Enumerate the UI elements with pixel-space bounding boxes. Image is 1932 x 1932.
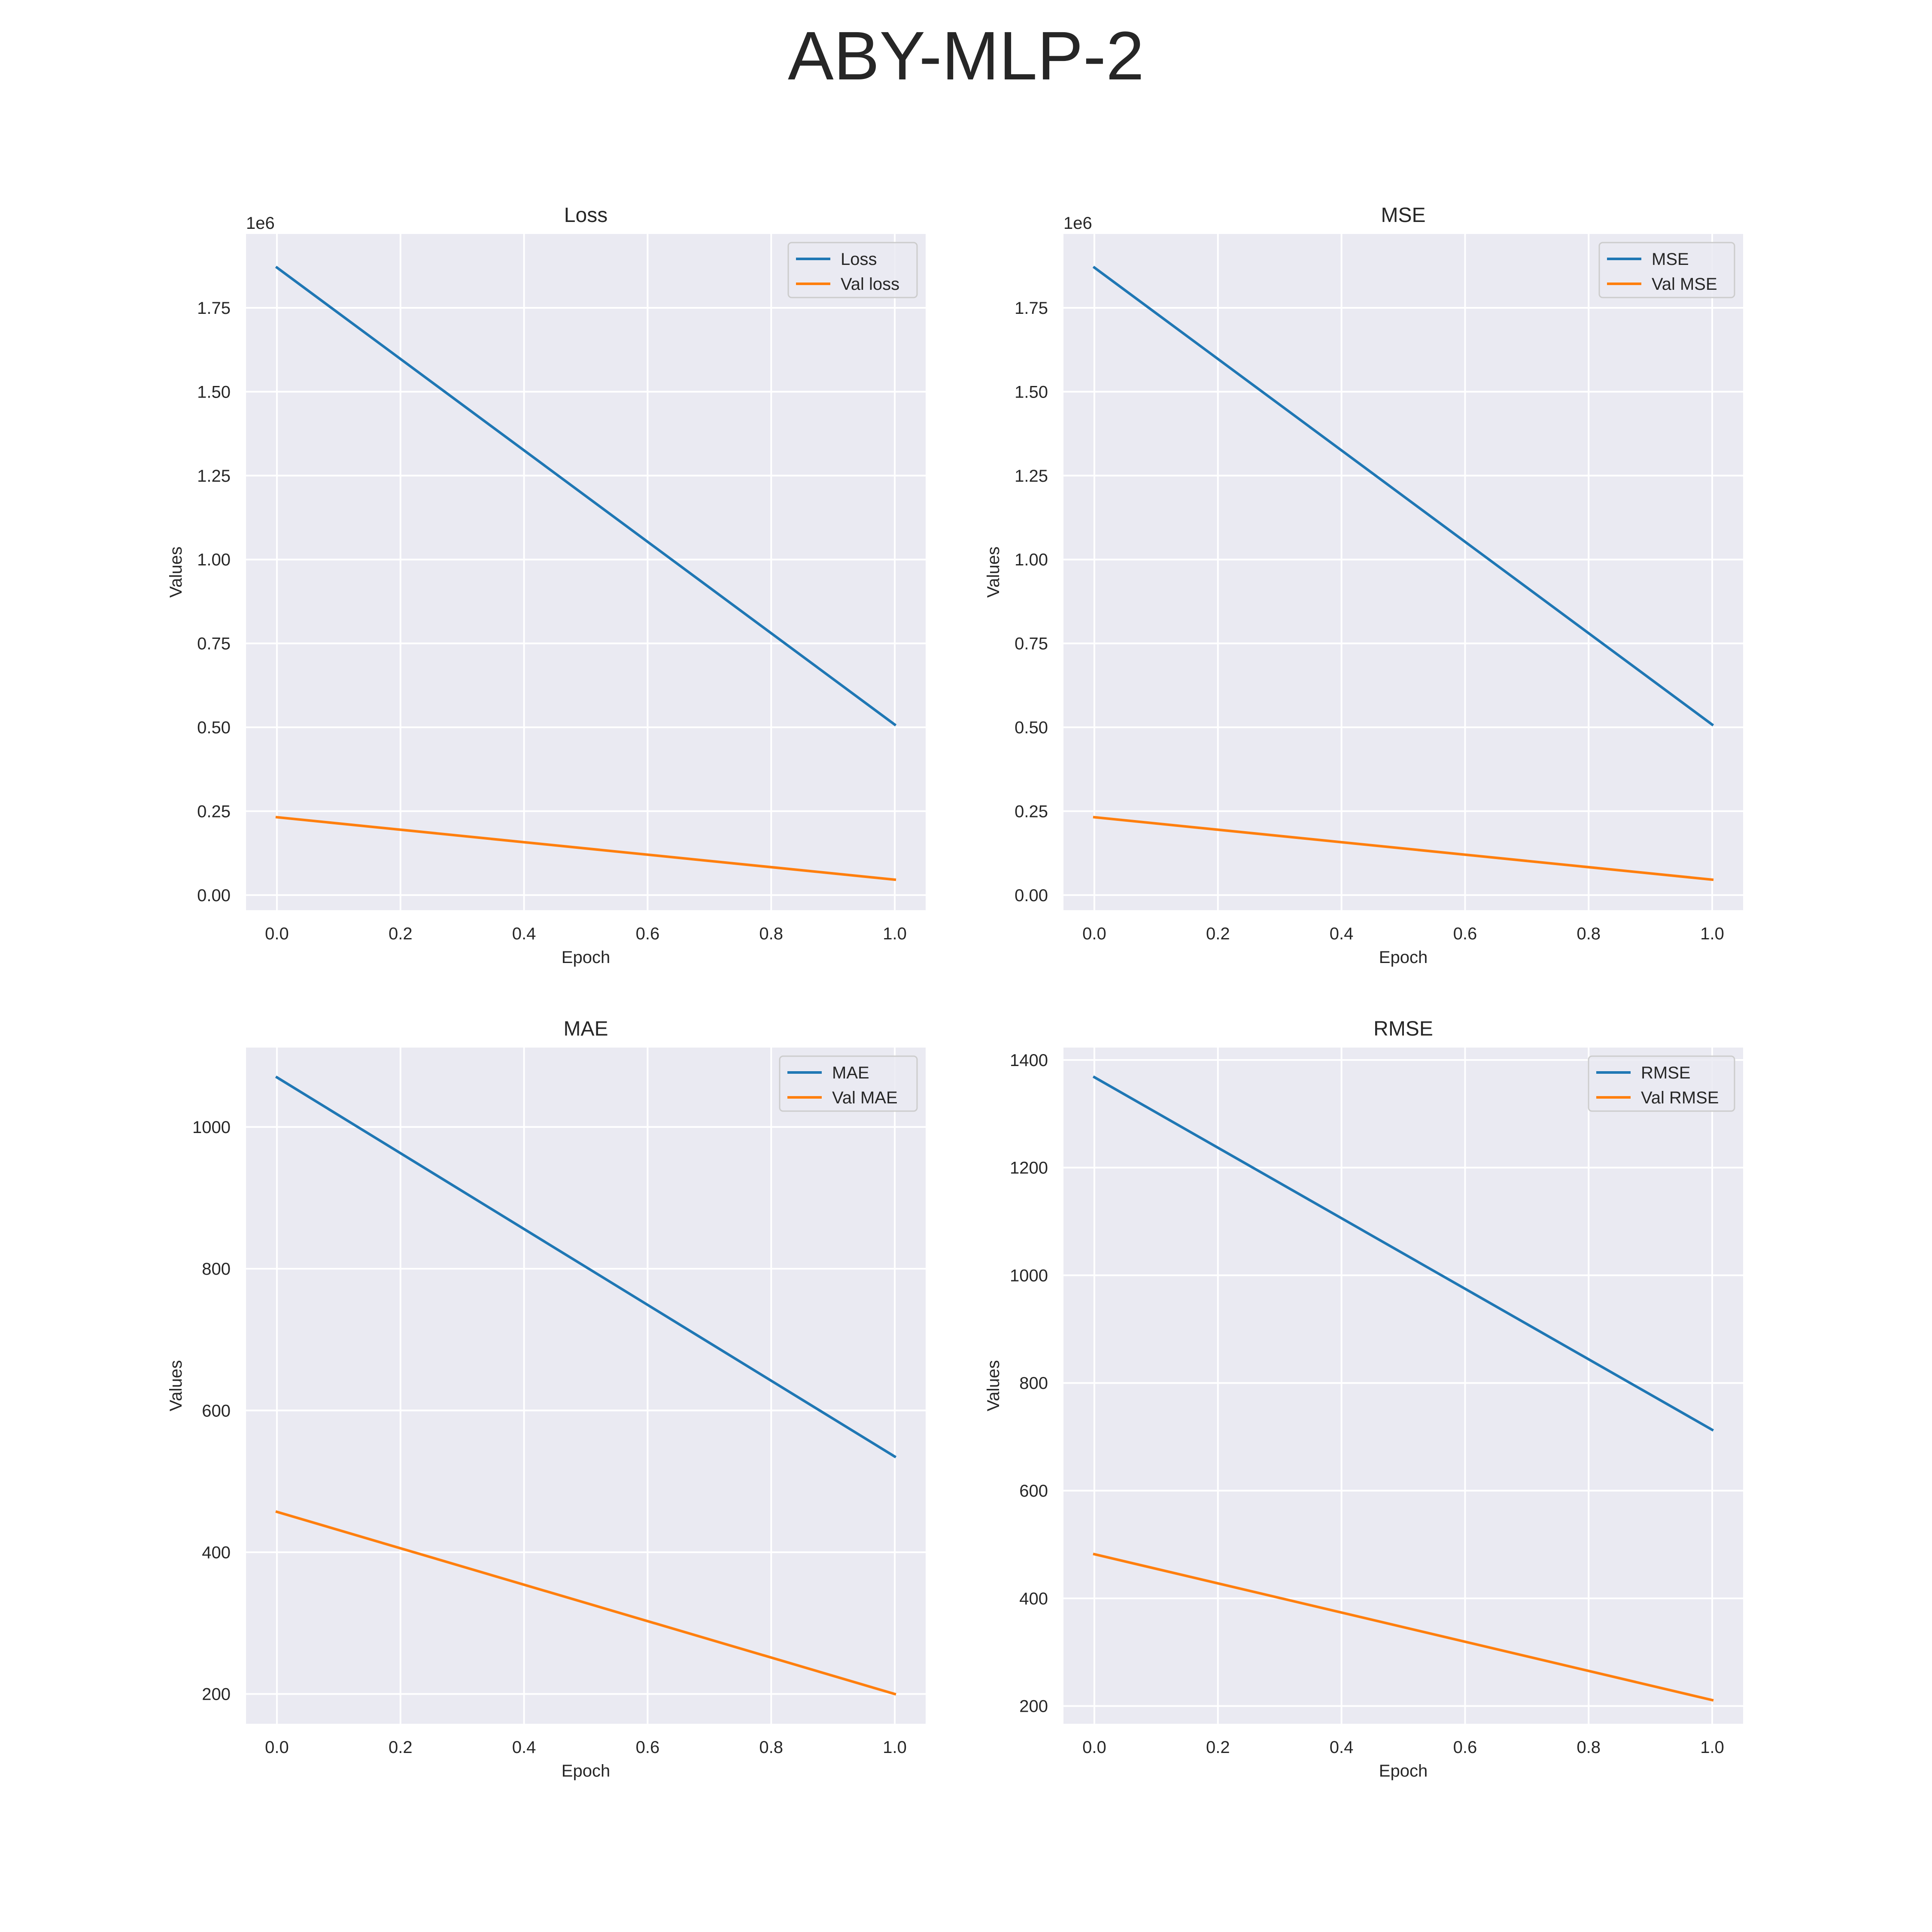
y-tick-label: 0.00 — [197, 886, 231, 905]
x-axis-label: Epoch — [562, 1762, 610, 1780]
y-tick-label: 1.00 — [197, 550, 231, 569]
legend-label: Val RMSE — [1641, 1088, 1719, 1107]
subplot-loss: 0.0 0.2 0.4 0.6 0.8 1.0 0.00 0.25 0.50 0.75 1.00 1.… — [167, 204, 926, 967]
series-line-val-rmse — [1093, 1552, 1714, 1702]
subplot-mse: 0.0 0.2 0.4 0.6 0.8 1.0 0.00 0.25 0.50 0.75 1.00 1.… — [984, 204, 1743, 967]
y-tick-label: 400 — [1019, 1589, 1048, 1608]
y-offset-label: 1e6 — [1063, 214, 1092, 233]
y-tick-label: 0.50 — [1015, 718, 1048, 737]
legend: MAE Val MAE — [779, 1055, 918, 1112]
series-line-loss — [275, 265, 897, 726]
axes-background — [246, 1048, 926, 1724]
axes-background — [1063, 234, 1743, 910]
x-axis-label: Epoch — [562, 948, 610, 967]
legend: MSE Val MSE — [1598, 242, 1735, 298]
y-tick-label: 600 — [202, 1401, 231, 1420]
y-tick-label: 0.50 — [197, 718, 231, 737]
y-tick-label: 1200 — [1010, 1159, 1048, 1178]
y-tick-label: 800 — [1019, 1374, 1048, 1393]
legend-label: Val loss — [841, 275, 899, 294]
x-tick-label: 0.2 — [1206, 1738, 1230, 1757]
x-tick-label: 0.6 — [1453, 1738, 1477, 1757]
x-tick-label: 0.4 — [1330, 1738, 1354, 1757]
axes-background — [246, 234, 926, 910]
x-tick-label: 0.6 — [636, 1738, 660, 1757]
y-tick-label: 400 — [202, 1543, 231, 1562]
figure-title: ABY-MLP-2 — [788, 17, 1144, 94]
y-tick-label: 600 — [1019, 1482, 1048, 1501]
x-tick-label: 1.0 — [1700, 1738, 1724, 1757]
legend-label: MAE — [832, 1063, 869, 1082]
y-offset-label: 1e6 — [246, 214, 275, 233]
y-tick-label: 1400 — [1010, 1051, 1048, 1070]
y-tick-label: 0.75 — [1015, 635, 1048, 653]
series-line-val-mae — [275, 1510, 896, 1696]
series-line-mae — [275, 1075, 897, 1458]
subplot-title: RMSE — [1373, 1018, 1433, 1040]
x-tick-label: 0.4 — [512, 1738, 536, 1757]
x-tick-label: 0.4 — [512, 924, 536, 943]
subplot-title: MSE — [1381, 204, 1425, 227]
y-tick-label: 1.75 — [197, 299, 231, 318]
y-tick-label: 1000 — [192, 1118, 231, 1137]
y-tick-label: 800 — [202, 1260, 231, 1279]
x-tick-label: 1.0 — [883, 1738, 907, 1757]
x-tick-label: 0.2 — [389, 924, 413, 943]
x-tick-label: 1.0 — [1700, 924, 1724, 943]
x-tick-label: 0.0 — [1082, 924, 1106, 943]
x-tick-label: 1.0 — [883, 924, 907, 943]
x-tick-label: 0.2 — [389, 1738, 413, 1757]
x-tick-label: 0.6 — [636, 924, 660, 943]
x-tick-label: 0.0 — [1082, 1738, 1106, 1757]
x-tick-label: 0.6 — [1453, 924, 1477, 943]
y-tick-label: 1000 — [1010, 1266, 1048, 1285]
legend-label: Loss — [841, 250, 877, 269]
y-tick-label: 1.25 — [197, 467, 231, 486]
legend-label: MSE — [1652, 250, 1689, 269]
series-line-mse — [1092, 265, 1714, 726]
x-tick-label: 0.8 — [1577, 924, 1601, 943]
y-tick-label: 200 — [1019, 1697, 1048, 1716]
x-axis-label: Epoch — [1379, 948, 1428, 967]
y-tick-label: 1.00 — [1015, 550, 1048, 569]
subplot-title: Loss — [564, 204, 608, 227]
y-tick-label: 0.25 — [197, 802, 231, 821]
y-axis-label: Values — [167, 1360, 185, 1411]
axes-background — [1063, 1048, 1743, 1724]
y-axis-label: Values — [984, 547, 1003, 598]
y-tick-label: 200 — [202, 1685, 231, 1704]
y-tick-label: 1.25 — [1015, 467, 1048, 486]
legend-label: Val MSE — [1652, 275, 1717, 294]
x-tick-label: 0.4 — [1330, 924, 1354, 943]
subplot-title: MAE — [563, 1018, 608, 1040]
y-tick-label: 1.75 — [1015, 299, 1048, 318]
x-tick-label: 0.0 — [265, 1738, 289, 1757]
x-tick-label: 0.8 — [1577, 1738, 1601, 1757]
x-tick-label: 0.8 — [759, 924, 783, 943]
x-axis-label: Epoch — [1379, 1762, 1428, 1780]
subplot-mae: 0.0 0.2 0.4 0.6 0.8 1.0 200 400 600 800 1000 MAE Epo… — [167, 1018, 926, 1780]
x-tick-label: 0.8 — [759, 1738, 783, 1757]
y-tick-label: 0.25 — [1015, 802, 1048, 821]
series-line-rmse — [1092, 1075, 1714, 1432]
subplot-rmse: 0.0 0.2 0.4 0.6 0.8 1.0 200 400 600 800 1000 1200 14… — [984, 1018, 1743, 1780]
legend: Loss Val loss — [787, 242, 918, 298]
x-tick-label: 0.0 — [265, 924, 289, 943]
legend: RMSE Val RMSE — [1588, 1055, 1735, 1112]
legend-label: Val MAE — [832, 1088, 898, 1107]
y-tick-label: 1.50 — [1015, 383, 1048, 401]
legend-label: RMSE — [1641, 1063, 1691, 1082]
y-tick-label: 0.75 — [197, 635, 231, 653]
series-line-val-mse — [1093, 816, 1714, 881]
x-tick-label: 0.2 — [1206, 924, 1230, 943]
y-tick-label: 1.50 — [197, 383, 231, 401]
y-axis-label: Values — [984, 1360, 1003, 1411]
y-tick-label: 0.00 — [1015, 886, 1048, 905]
y-axis-label: Values — [167, 547, 185, 598]
series-line-val-loss — [275, 816, 896, 881]
